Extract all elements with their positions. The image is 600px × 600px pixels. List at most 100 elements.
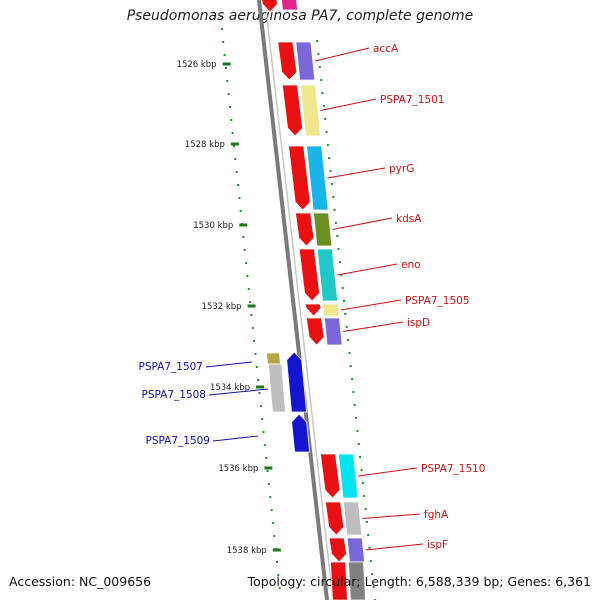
scale-tick-label: 1528 kbp bbox=[185, 140, 225, 150]
scale-dot bbox=[259, 405, 262, 407]
scale-dot-inner bbox=[316, 40, 319, 42]
scale-dot-inner bbox=[363, 495, 366, 497]
scale-dot-inner bbox=[347, 339, 349, 341]
scale-dot bbox=[271, 522, 274, 524]
forward-gene-cog-box bbox=[316, 248, 339, 302]
forward-gene-arrow bbox=[288, 145, 311, 211]
scale-dot-inner bbox=[336, 235, 339, 237]
scale-dot bbox=[231, 132, 234, 134]
scale-dot bbox=[246, 275, 249, 277]
reverse-gene-arrow bbox=[291, 413, 311, 453]
scale-dot bbox=[270, 509, 273, 511]
scale-dot-inner bbox=[348, 352, 351, 354]
scale-dot bbox=[273, 535, 276, 537]
scale-dot bbox=[223, 54, 226, 56]
forward-gene-arrow bbox=[298, 248, 321, 302]
scale-dot-inner bbox=[359, 456, 362, 458]
forward-gene-label[interactable]: eno bbox=[401, 259, 421, 271]
scale-tick bbox=[222, 62, 231, 66]
forward-gene-label[interactable]: fghA bbox=[424, 509, 449, 521]
genome-title: Pseudomonas aeruginosa PA7, complete gen… bbox=[126, 8, 474, 24]
forward-gene-arrow bbox=[305, 317, 325, 346]
scale-dot bbox=[233, 145, 235, 147]
scale-tick bbox=[264, 466, 273, 470]
scale-tick bbox=[256, 385, 264, 389]
forward-gene-label-line bbox=[332, 217, 393, 230]
forward-gene-label[interactable]: PSPA7_1505 bbox=[405, 295, 470, 307]
scale-dot bbox=[230, 119, 233, 121]
forward-gene-label[interactable]: accA bbox=[373, 43, 399, 55]
scale-dot-inner bbox=[334, 222, 337, 224]
scale-dot-inner bbox=[340, 274, 343, 276]
reverse-gene-label[interactable]: PSPA7_1509 bbox=[146, 435, 211, 447]
reverse-gene-cog-box bbox=[268, 363, 286, 413]
forward-gene-label-line bbox=[358, 467, 418, 477]
scale-dot bbox=[255, 366, 258, 368]
scale-dot-inner bbox=[344, 313, 347, 315]
scale-dot bbox=[261, 418, 264, 420]
forward-gene-arrow bbox=[304, 303, 322, 317]
scale-dot-inner bbox=[356, 430, 359, 432]
forward-gene-arrow-partial bbox=[330, 561, 348, 600]
scale-dot bbox=[234, 158, 237, 160]
scale-tick-label: 1530 kbp bbox=[193, 221, 233, 231]
scale-dot-inner bbox=[349, 365, 352, 367]
scale-dot-inner bbox=[353, 404, 356, 406]
scale-dot-inner bbox=[364, 508, 367, 510]
scale-dot-inner bbox=[352, 391, 355, 393]
scale-dot-inner bbox=[341, 287, 344, 289]
scale-dot bbox=[239, 210, 242, 212]
scale-dot-inner bbox=[339, 261, 341, 263]
scale-tick-label: 1536 kbp bbox=[218, 464, 258, 474]
forward-gene-label[interactable]: ispF bbox=[427, 539, 448, 551]
scale-tick-label: 1534 kbp bbox=[210, 383, 250, 393]
forward-gene-arrow bbox=[281, 84, 304, 137]
scale-dot bbox=[276, 561, 278, 563]
forward-gene-label-line bbox=[320, 98, 377, 111]
scale-dot bbox=[229, 106, 231, 108]
scale-dot bbox=[224, 67, 227, 69]
forward-gene-arrow bbox=[328, 537, 348, 563]
scale-dot-inner bbox=[322, 105, 325, 107]
scale-tick bbox=[272, 548, 281, 552]
forward-gene-label[interactable]: PSPA7_1501 bbox=[380, 94, 445, 106]
scale-dot-inner bbox=[317, 53, 320, 55]
scale-dot bbox=[243, 249, 246, 251]
scale-dot-inner bbox=[369, 560, 372, 562]
accession-text: Accession: NC_009656 bbox=[9, 574, 152, 589]
scale-dot-inner bbox=[337, 248, 340, 250]
forward-gene-label[interactable]: kdsA bbox=[396, 213, 422, 225]
forward-gene-label[interactable]: ispD bbox=[407, 317, 430, 329]
reverse-gene-label-line bbox=[205, 361, 253, 368]
scale-dot-inner bbox=[367, 534, 370, 536]
scale-tick-label: 1526 kbp bbox=[177, 60, 217, 70]
genome-backbone-highlight bbox=[264, 0, 334, 600]
scale-dot bbox=[245, 262, 248, 264]
scale-dot bbox=[253, 340, 256, 342]
scale-dot bbox=[266, 470, 269, 472]
scale-dot-inner bbox=[324, 118, 327, 120]
scale-dot bbox=[222, 41, 225, 43]
reverse-gene-label[interactable]: PSPA7_1508 bbox=[142, 389, 207, 401]
scale-dot bbox=[269, 496, 272, 498]
forward-gene-label[interactable]: PSPA7_1510 bbox=[421, 463, 486, 475]
forward-gene-arrow-partial bbox=[261, 0, 278, 13]
genome-summary-text: Topology: circular; Length: 6,588,339 bp… bbox=[247, 574, 591, 589]
scale-dot-inner bbox=[343, 300, 345, 302]
scale-dot-inner bbox=[372, 586, 375, 588]
forward-gene-arrow bbox=[277, 41, 298, 81]
forward-gene-label[interactable]: pyrG bbox=[389, 163, 414, 175]
forward-gene-arrow bbox=[319, 453, 341, 499]
scale-dot bbox=[227, 93, 230, 95]
genome-backbone bbox=[257, 0, 329, 600]
forward-gene-label-line bbox=[337, 263, 398, 276]
reverse-gene-label[interactable]: PSPA7_1507 bbox=[139, 361, 204, 373]
scale-dot bbox=[250, 314, 253, 316]
scale-dot-inner bbox=[351, 378, 354, 380]
scale-dot bbox=[220, 28, 223, 30]
scale-dot bbox=[249, 301, 252, 303]
forward-gene-label-line bbox=[340, 299, 402, 311]
scale-tick-label: 1532 kbp bbox=[202, 302, 242, 312]
scale-dot-inner bbox=[321, 92, 324, 94]
